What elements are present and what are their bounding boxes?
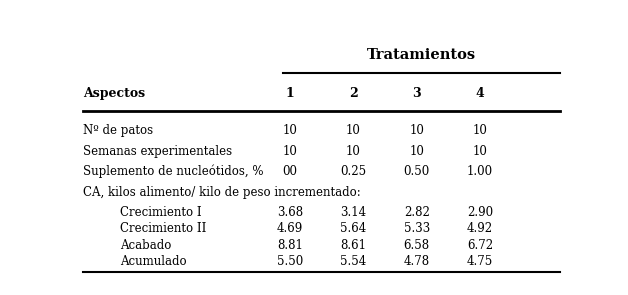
Text: 00: 00: [283, 165, 298, 178]
Text: Aspectos: Aspectos: [84, 87, 146, 100]
Text: 0.25: 0.25: [340, 165, 367, 178]
Text: 3.68: 3.68: [277, 206, 303, 219]
Text: Acabado: Acabado: [120, 239, 171, 252]
Text: Crecimiento II: Crecimiento II: [120, 222, 206, 235]
Text: 2.90: 2.90: [467, 206, 493, 219]
Text: Acumulado: Acumulado: [120, 255, 187, 268]
Text: 10: 10: [283, 124, 298, 137]
Text: 2: 2: [349, 87, 358, 100]
Text: 3: 3: [413, 87, 421, 100]
Text: Suplemento de nucleótidos, %: Suplemento de nucleótidos, %: [84, 165, 264, 178]
Text: 4.69: 4.69: [277, 222, 303, 235]
Text: Nº de patos: Nº de patos: [84, 124, 153, 137]
Text: 3.14: 3.14: [340, 206, 367, 219]
Text: 4.78: 4.78: [404, 255, 430, 268]
Text: 1.00: 1.00: [467, 165, 493, 178]
Text: 10: 10: [346, 145, 361, 158]
Text: 10: 10: [473, 145, 487, 158]
Text: 5.50: 5.50: [277, 255, 303, 268]
Text: 2.82: 2.82: [404, 206, 430, 219]
Text: 6.58: 6.58: [404, 239, 430, 252]
Text: 10: 10: [409, 124, 424, 137]
Text: 8.81: 8.81: [278, 239, 303, 252]
Text: 0.50: 0.50: [404, 165, 430, 178]
Text: 4.75: 4.75: [467, 255, 493, 268]
Text: Semanas experimentales: Semanas experimentales: [84, 145, 232, 158]
Text: 10: 10: [409, 145, 424, 158]
Text: CA, kilos alimento/ kilo de peso incrementado:: CA, kilos alimento/ kilo de peso increme…: [84, 186, 361, 199]
Text: 6.72: 6.72: [467, 239, 493, 252]
Text: 4.92: 4.92: [467, 222, 493, 235]
Text: 5.33: 5.33: [404, 222, 430, 235]
Text: Tratamientos: Tratamientos: [367, 48, 476, 62]
Text: 10: 10: [473, 124, 487, 137]
Text: 10: 10: [283, 145, 298, 158]
Text: 10: 10: [346, 124, 361, 137]
Text: Crecimiento I: Crecimiento I: [120, 206, 202, 219]
Text: 8.61: 8.61: [340, 239, 367, 252]
Text: 5.64: 5.64: [340, 222, 367, 235]
Text: 4: 4: [475, 87, 484, 100]
Text: 5.54: 5.54: [340, 255, 367, 268]
Text: 1: 1: [286, 87, 295, 100]
